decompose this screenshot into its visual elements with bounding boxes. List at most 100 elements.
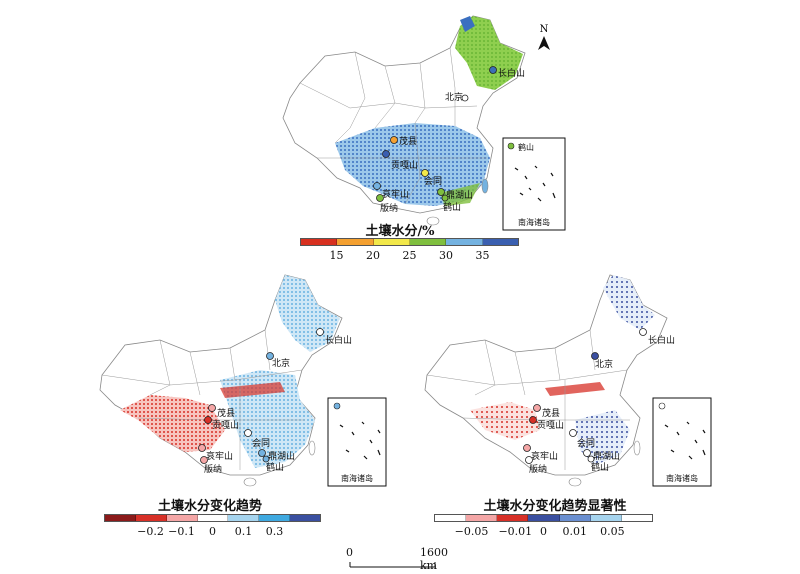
island-marks [664, 421, 706, 460]
southwest-drying-region [120, 395, 225, 452]
south-china-sea-inset: 南海诸岛 [327, 397, 387, 487]
legend-swatch [446, 239, 483, 245]
central-significant-band [545, 382, 605, 396]
site-marker [262, 455, 270, 463]
inset-site-label: 鹤山 [518, 142, 534, 152]
site-changbaishan: 长白山 [489, 66, 525, 79]
site-label: 哀牢山 [206, 450, 233, 462]
legend-tick-label: 0 [209, 525, 216, 538]
site-label: 贡嘎山 [391, 160, 418, 171]
site-marker [390, 136, 398, 144]
inset-title: 南海诸岛 [341, 473, 373, 483]
legend-swatch [466, 515, 498, 521]
soil-moisture-map-svg: 长白山 北京 茂县 贡嘎山 会同 哀牢山 版纳 鼎湖山 [282, 15, 566, 231]
soil-moisture-map: 长白山 北京 茂县 贡嘎山 会同 哀牢山 版纳 鼎湖山 [255, 8, 575, 233]
site-marker [591, 352, 599, 360]
province-boundaries [101, 329, 305, 470]
legend-swatch [290, 515, 321, 521]
site-marker [373, 182, 381, 190]
site-label: 鼎湖山 [593, 451, 620, 462]
site-maoxian: 茂县 [208, 404, 235, 419]
legend-tick-label: 30 [439, 249, 453, 262]
legend-tick-label: 0.01 [562, 525, 588, 538]
site-marker [244, 429, 252, 437]
legend-swatch [135, 515, 167, 521]
site-dinghushan: 鼎湖山 [258, 449, 295, 462]
south-china-sea-inset: 南海诸岛 [652, 397, 712, 487]
legend-tick-label: −0.05 [454, 525, 489, 538]
province-boundaries [299, 47, 487, 205]
legend-tick-label: 0 [540, 525, 547, 538]
site-marker [376, 194, 384, 202]
site-heshan: 鹤山 [262, 455, 284, 473]
central-drying-band [220, 382, 285, 398]
site-ailaoshan: 哀牢山 [373, 182, 409, 200]
site-marker [266, 352, 274, 360]
site-dinghushan: 鼎湖山 [583, 449, 620, 462]
site-heshan: 鹤山 [441, 194, 461, 213]
site-marker [461, 94, 469, 102]
site-label: 会同 [577, 437, 595, 449]
taiwan-island [633, 440, 641, 456]
site-marker [421, 169, 429, 177]
northeast-moisture-region [455, 16, 523, 90]
legend-swatch [435, 515, 467, 521]
site-gonggashan: 贡嘎山 [382, 150, 418, 171]
scale-bar-line [349, 562, 436, 568]
south-china-sea-inset: 鹤山 南海诸岛 [502, 137, 566, 231]
inset-site-marker [658, 402, 666, 410]
site-ailaoshan: 哀牢山 [523, 444, 558, 462]
soil-moisture-legend-title: 土壤水分/% [365, 224, 435, 239]
site-marker [489, 66, 497, 74]
site-label: 北京 [445, 91, 463, 103]
site-changbaishan: 长白山 [316, 328, 352, 346]
soil-moisture-legend-bar [300, 238, 519, 246]
site-label: 贡嘎山 [537, 420, 564, 431]
site-label: 鼎湖山 [268, 451, 295, 462]
legend-tick-label: −0.1 [168, 525, 195, 538]
site-heshan: 鹤山 [587, 455, 609, 473]
site-label: 贡嘎山 [212, 420, 239, 431]
scale-bar-end: 1600 km [420, 546, 448, 572]
site-banna: 版纳 [200, 456, 222, 475]
legend-swatch [105, 515, 136, 521]
legend-swatch [621, 515, 652, 521]
site-marker [437, 188, 445, 196]
legend-swatch [528, 515, 560, 521]
site-beijing: 北京 [591, 352, 613, 370]
hainan-island [426, 216, 440, 226]
legend-swatch [166, 515, 198, 521]
site-marker [204, 416, 212, 424]
significance-legend-title: 土壤水分变化趋势显著性 [483, 499, 627, 514]
site-ailaoshan: 哀牢山 [198, 444, 233, 462]
site-label: 鹤山 [266, 461, 284, 473]
legend-swatch [497, 515, 529, 521]
site-changbaishan: 长白山 [639, 328, 675, 346]
legend-tick-label: 0.1 [234, 525, 253, 538]
site-beijing: 北京 [445, 91, 469, 103]
site-marker [569, 429, 577, 437]
site-label: 会同 [252, 437, 270, 449]
site-label: 版纳 [529, 463, 547, 475]
site-marker [258, 449, 266, 457]
trend-significance-map: 长白山 北京 茂县 贡嘎山 会同 哀牢山 版纳 鼎湖山 [415, 270, 715, 492]
legend-swatch [259, 515, 291, 521]
legend-swatch [373, 239, 410, 245]
soil-moisture-trend-map: 长白山 北京 茂县 贡嘎山 会同 哀牢山 版纳 鼎湖山 [90, 270, 390, 492]
site-label: 鼎湖山 [446, 190, 473, 201]
site-banna: 版纳 [376, 194, 398, 214]
trend-significance-map-svg: 长白山 北京 茂县 贡嘎山 会同 哀牢山 版纳 鼎湖山 [424, 274, 712, 487]
island-marks [339, 421, 381, 460]
site-label: 茂县 [399, 135, 417, 147]
legend-tick-label: 0.05 [600, 525, 625, 538]
trend-legend-title: 土壤水分变化趋势 [157, 499, 262, 514]
legend-swatch [301, 239, 338, 245]
northeast-blue-patch [460, 16, 475, 32]
site-marker [316, 328, 324, 336]
hainan-island [568, 477, 582, 487]
site-label: 北京 [272, 357, 290, 369]
site-label: 鹤山 [443, 201, 461, 213]
site-label: 鹤山 [591, 461, 609, 473]
inset-title: 南海诸岛 [666, 473, 698, 483]
legend-swatch [197, 515, 229, 521]
